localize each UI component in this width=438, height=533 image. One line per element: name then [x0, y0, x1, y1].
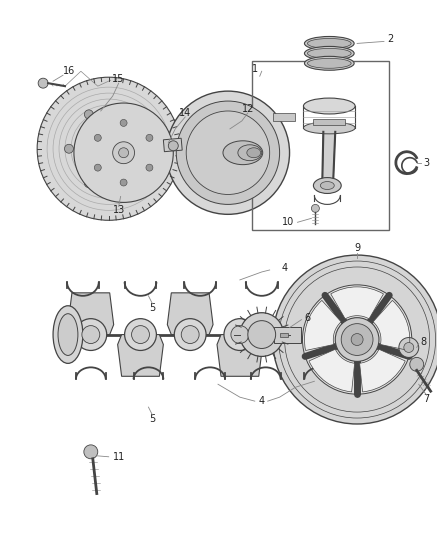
Circle shape: [146, 164, 153, 171]
Ellipse shape: [314, 177, 341, 193]
Circle shape: [38, 78, 48, 88]
Text: 8: 8: [421, 336, 427, 346]
Ellipse shape: [304, 122, 355, 134]
Circle shape: [335, 318, 379, 361]
Circle shape: [404, 343, 414, 352]
Circle shape: [95, 135, 123, 163]
Circle shape: [181, 326, 199, 343]
Ellipse shape: [304, 98, 355, 114]
Text: 7: 7: [424, 394, 430, 404]
Circle shape: [120, 179, 127, 186]
Circle shape: [224, 319, 256, 351]
Wedge shape: [331, 287, 383, 319]
Polygon shape: [118, 335, 163, 376]
Bar: [163, 138, 182, 152]
Text: 4: 4: [282, 263, 288, 273]
Circle shape: [311, 204, 319, 212]
Bar: [274, 327, 301, 343]
Wedge shape: [373, 301, 410, 351]
Circle shape: [64, 144, 74, 153]
Ellipse shape: [223, 141, 263, 165]
Ellipse shape: [58, 314, 78, 356]
Text: 6: 6: [304, 313, 311, 322]
Circle shape: [124, 110, 133, 119]
Wedge shape: [360, 349, 405, 392]
Ellipse shape: [307, 49, 351, 58]
Text: 11: 11: [113, 452, 125, 462]
Circle shape: [94, 134, 101, 141]
Circle shape: [351, 334, 363, 345]
Bar: [279, 333, 288, 336]
Circle shape: [341, 324, 373, 356]
Text: 14: 14: [179, 108, 191, 118]
Circle shape: [168, 141, 178, 151]
Text: 1: 1: [252, 64, 258, 74]
Circle shape: [75, 115, 142, 182]
Circle shape: [94, 164, 101, 171]
Circle shape: [131, 326, 149, 343]
Circle shape: [166, 91, 290, 214]
Bar: [273, 113, 294, 121]
Circle shape: [186, 111, 270, 195]
Circle shape: [37, 77, 180, 220]
Text: 5: 5: [149, 414, 155, 424]
Circle shape: [120, 119, 127, 126]
Circle shape: [240, 313, 283, 357]
Circle shape: [174, 319, 206, 351]
Circle shape: [124, 179, 133, 188]
Ellipse shape: [53, 306, 83, 364]
Circle shape: [82, 326, 100, 343]
Circle shape: [410, 358, 424, 372]
Circle shape: [248, 321, 276, 349]
Ellipse shape: [320, 182, 334, 190]
Polygon shape: [167, 293, 213, 335]
Circle shape: [102, 142, 116, 156]
Bar: [314, 119, 345, 125]
Circle shape: [75, 319, 107, 351]
Wedge shape: [309, 349, 355, 392]
Circle shape: [119, 148, 129, 158]
Circle shape: [74, 103, 173, 203]
Text: 4: 4: [259, 396, 265, 406]
Circle shape: [231, 326, 249, 343]
Circle shape: [144, 144, 153, 153]
Text: 12: 12: [242, 104, 254, 114]
Polygon shape: [217, 335, 263, 376]
Ellipse shape: [238, 145, 262, 160]
Circle shape: [176, 101, 279, 204]
Text: 2: 2: [387, 35, 393, 44]
Text: 9: 9: [354, 243, 360, 253]
Ellipse shape: [304, 36, 354, 51]
Circle shape: [84, 445, 98, 459]
Circle shape: [113, 142, 134, 164]
Ellipse shape: [304, 46, 354, 60]
Text: 5: 5: [149, 303, 155, 313]
Text: 16: 16: [63, 66, 75, 76]
Circle shape: [85, 179, 93, 188]
Ellipse shape: [304, 56, 354, 70]
Polygon shape: [68, 293, 114, 335]
Circle shape: [273, 255, 438, 424]
Circle shape: [146, 134, 153, 141]
Text: 3: 3: [424, 158, 430, 168]
Ellipse shape: [307, 58, 351, 68]
Ellipse shape: [307, 38, 351, 49]
Circle shape: [303, 285, 412, 394]
Text: 10: 10: [282, 217, 294, 227]
Polygon shape: [322, 132, 335, 180]
Circle shape: [399, 337, 419, 358]
Text: 13: 13: [113, 205, 125, 215]
Bar: [252, 61, 389, 230]
Ellipse shape: [247, 148, 261, 158]
Circle shape: [124, 319, 156, 351]
Text: 15: 15: [113, 74, 125, 84]
Circle shape: [85, 110, 93, 119]
Wedge shape: [304, 301, 341, 351]
